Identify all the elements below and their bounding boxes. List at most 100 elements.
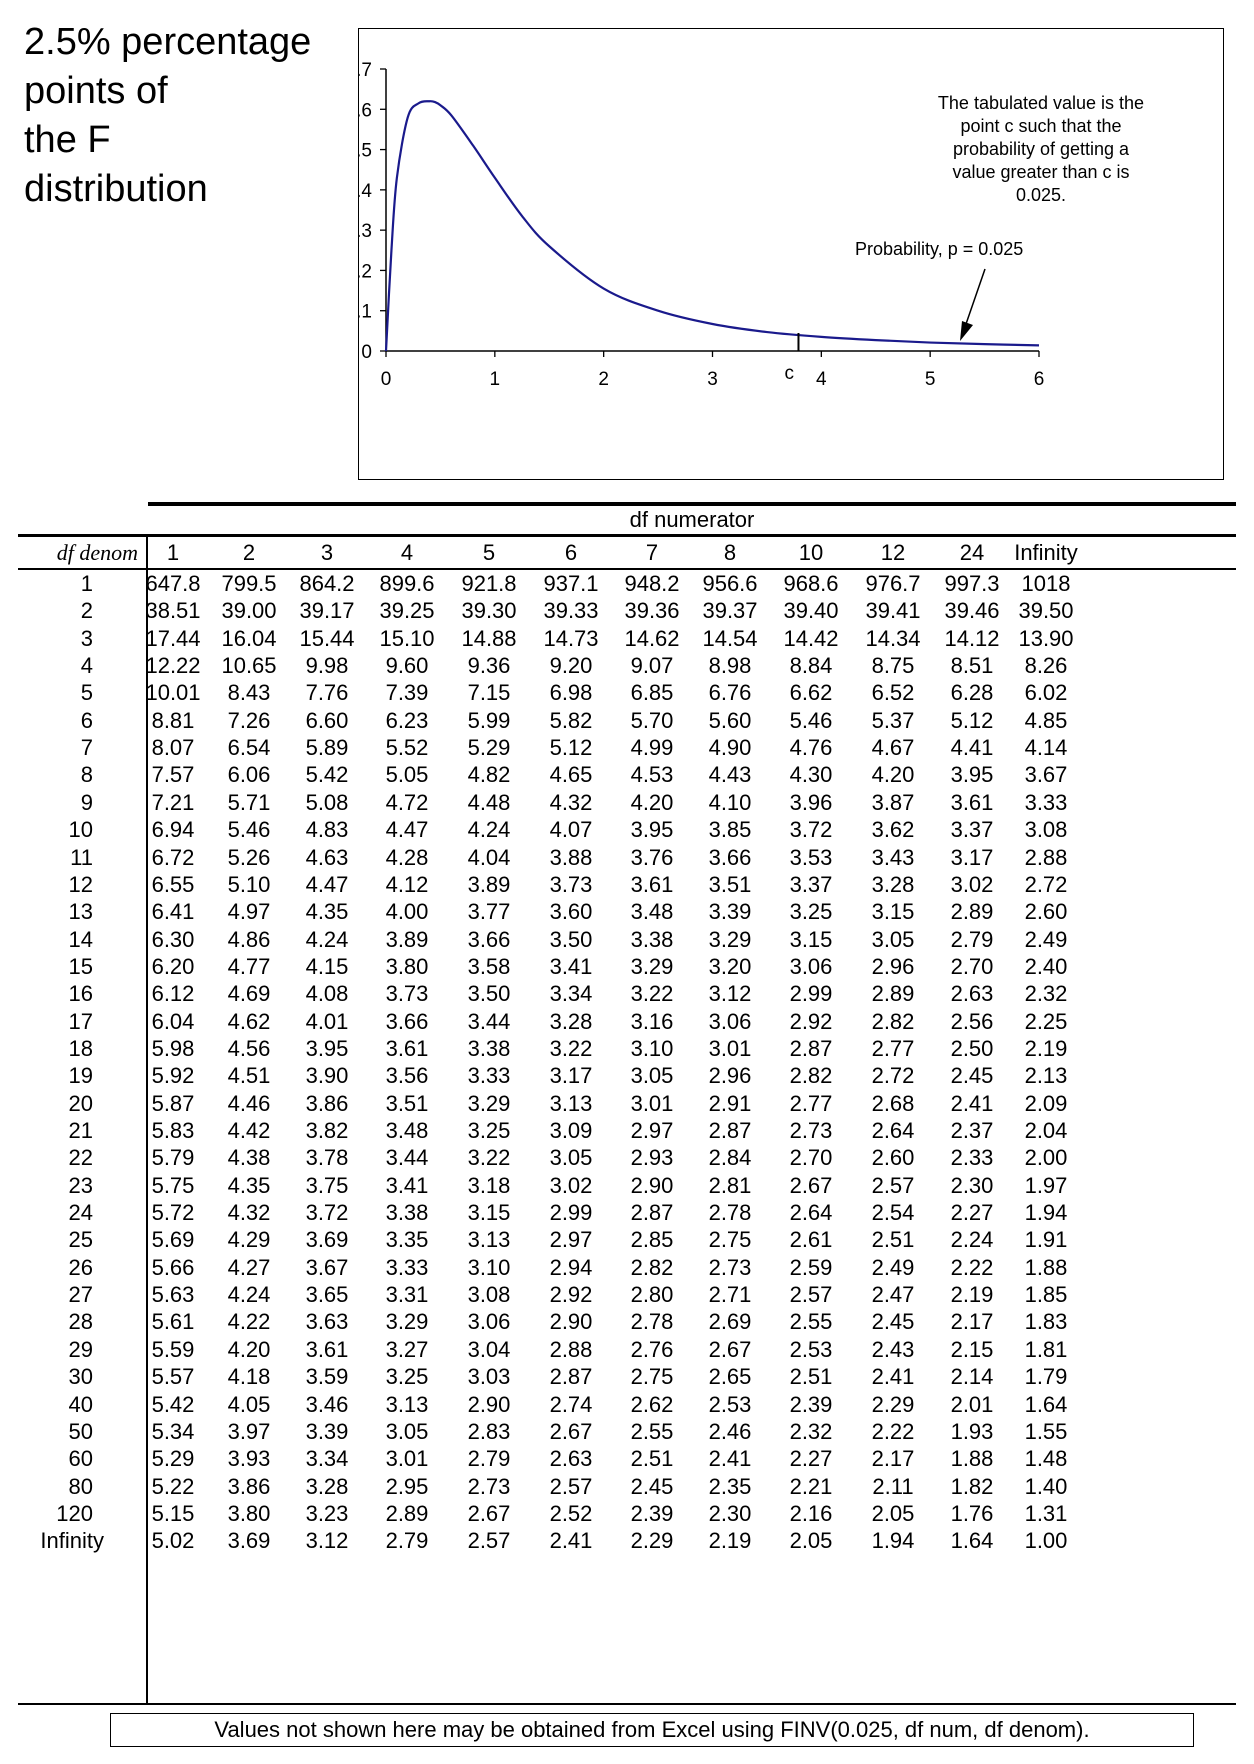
table-cell: 4.69 — [227, 981, 271, 1007]
column-header: 24 — [959, 540, 985, 565]
table-cell: 4.20 — [630, 789, 674, 815]
title-line: distribution — [24, 168, 208, 210]
table-cell: 3.05 — [630, 1063, 674, 1089]
table-cell: 5.57 — [151, 1364, 195, 1390]
table-cell: 2.89 — [950, 899, 994, 925]
table-cell: 2.49 — [871, 1254, 915, 1280]
table-cell: 2.92 — [549, 1282, 593, 1308]
table-cell: 4.53 — [630, 762, 674, 788]
df-denom-label: df denom — [56, 540, 138, 565]
table-cell: 2.69 — [708, 1309, 752, 1335]
table-cell: 2.30 — [708, 1500, 752, 1526]
table-cell: 2.53 — [789, 1336, 833, 1362]
table-top-rule — [148, 502, 1236, 506]
table-cell: 17.44 — [145, 625, 201, 651]
table-cell: 3.39 — [708, 899, 752, 925]
table-row: 12 6.55 5.10 4.47 4.12 3.89 3.73 3.61 3.51 3.37 3.… — [18, 869, 1236, 900]
probability-arrow — [960, 268, 986, 341]
table-cell: 2.78 — [630, 1309, 674, 1335]
table-cell: 1.94 — [1024, 1200, 1068, 1226]
table-cell: 5.10 — [227, 871, 271, 897]
y-tick-label: 0.5 — [359, 141, 372, 162]
table-cell: 2.72 — [1024, 871, 1068, 897]
table-cell: 4.67 — [871, 735, 915, 761]
table-cell: 4.22 — [227, 1309, 271, 1335]
table-cell: 3.25 — [467, 1118, 511, 1143]
table-cell: 8.51 — [950, 653, 994, 679]
table-cell: 2.05 — [789, 1528, 833, 1554]
table-cell: 968.6 — [783, 571, 839, 596]
table-cell: 4.28 — [385, 844, 429, 870]
table-cell: 4.43 — [708, 762, 752, 788]
table-cell: 3.72 — [305, 1200, 349, 1226]
column-header: 6 — [564, 540, 578, 565]
table-cell: 38.51 — [145, 598, 201, 624]
table-row: 8 7.57 6.06 5.42 5.05 4.82 4.65 4.53 4.43 4.30 4.2… — [18, 759, 1236, 790]
table-cell: 2.81 — [708, 1172, 752, 1198]
row-label: 28 — [68, 1309, 93, 1335]
table-cell: 4.48 — [467, 789, 511, 815]
column-header: 3 — [320, 540, 334, 565]
table-cell: 2.90 — [630, 1172, 674, 1198]
table-cell: 2.72 — [871, 1063, 915, 1089]
table-cell: 1.64 — [1024, 1391, 1068, 1417]
table-cell: 6.62 — [789, 680, 833, 706]
table-cell: 2.45 — [630, 1473, 674, 1499]
column-header: 4 — [400, 540, 414, 565]
table-cell: 2.79 — [950, 926, 994, 952]
y-tick-label: 0.7 — [359, 60, 372, 81]
table-cell: 5.42 — [151, 1391, 195, 1417]
table-cell: 3.38 — [385, 1200, 429, 1226]
table-row: 60 5.29 3.93 3.34 3.01 2.79 2.63 2.51 2.41 2.27 2.… — [18, 1443, 1236, 1474]
table-cell: 3.62 — [871, 817, 915, 843]
table-cell: 2.67 — [467, 1500, 511, 1526]
table-cell: 3.03 — [467, 1364, 511, 1390]
table-cell: 7.39 — [385, 680, 429, 706]
title-line: points of — [24, 70, 168, 112]
table-cell: 1.00 — [1024, 1528, 1068, 1554]
row-label: 6 — [80, 707, 93, 733]
table-cell: 6.52 — [871, 680, 915, 706]
table-cell: 6.04 — [151, 1008, 195, 1034]
column-header: 5 — [482, 540, 496, 565]
table-cell: 7.26 — [227, 707, 271, 733]
table-row: 26 5.66 4.27 3.67 3.33 3.10 2.94 2.82 2.73 2.59 2.… — [18, 1252, 1236, 1283]
table-cell: 7.76 — [305, 680, 349, 706]
table-cell: 3.04 — [467, 1336, 511, 1362]
table-cell: 3.33 — [1024, 789, 1068, 815]
table-cell: 5.75 — [151, 1172, 195, 1198]
table-cell: 4.12 — [385, 871, 429, 897]
table-cell: 2.37 — [950, 1118, 994, 1143]
table-cell: 2.76 — [630, 1336, 674, 1362]
table-cell: 13.90 — [1018, 625, 1074, 651]
table-cell: 2.17 — [950, 1309, 994, 1335]
table-cell: 3.61 — [950, 789, 994, 815]
table-cell: 4.27 — [227, 1254, 271, 1280]
table-cell: 6.72 — [151, 844, 195, 870]
table-cell: 4.99 — [630, 735, 674, 761]
table-cell: 3.39 — [305, 1418, 349, 1444]
table-row: 15 6.20 4.77 4.15 3.80 3.58 3.41 3.29 3.20 3.06 2.… — [18, 951, 1236, 982]
table-cell: 5.71 — [227, 789, 271, 815]
header-rule — [18, 534, 1236, 537]
table-cell: 3.95 — [630, 817, 674, 843]
y-tick-label: 0.1 — [359, 302, 372, 323]
table-cell: 4.30 — [789, 762, 833, 788]
table-cell: 3.13 — [549, 1090, 593, 1116]
table-cell: 4.90 — [708, 735, 752, 761]
row-label: 15 — [68, 953, 93, 979]
table-row: 6 8.81 7.26 6.60 6.23 5.99 5.82 5.70 5.60 5.46 5.3… — [18, 705, 1236, 736]
table-cell: 1.40 — [1024, 1473, 1068, 1499]
table-cell: 2.51 — [630, 1446, 674, 1472]
table-cell: 4.20 — [871, 762, 915, 788]
table-row: 23 5.75 4.35 3.75 3.41 3.18 3.02 2.90 2.81 2.67 2.… — [18, 1170, 1236, 1201]
table-cell: 3.75 — [305, 1172, 349, 1198]
table-cell: 6.02 — [1024, 680, 1068, 706]
table-cell: 6.30 — [151, 926, 195, 952]
table-cell: 3.34 — [549, 981, 593, 1007]
table-cell: 8.98 — [708, 653, 752, 679]
table-cell: 2.89 — [871, 981, 915, 1007]
table-cell: 2.89 — [385, 1500, 429, 1526]
row-label: 30 — [68, 1364, 93, 1390]
x-tick-label: 6 — [1034, 369, 1045, 390]
